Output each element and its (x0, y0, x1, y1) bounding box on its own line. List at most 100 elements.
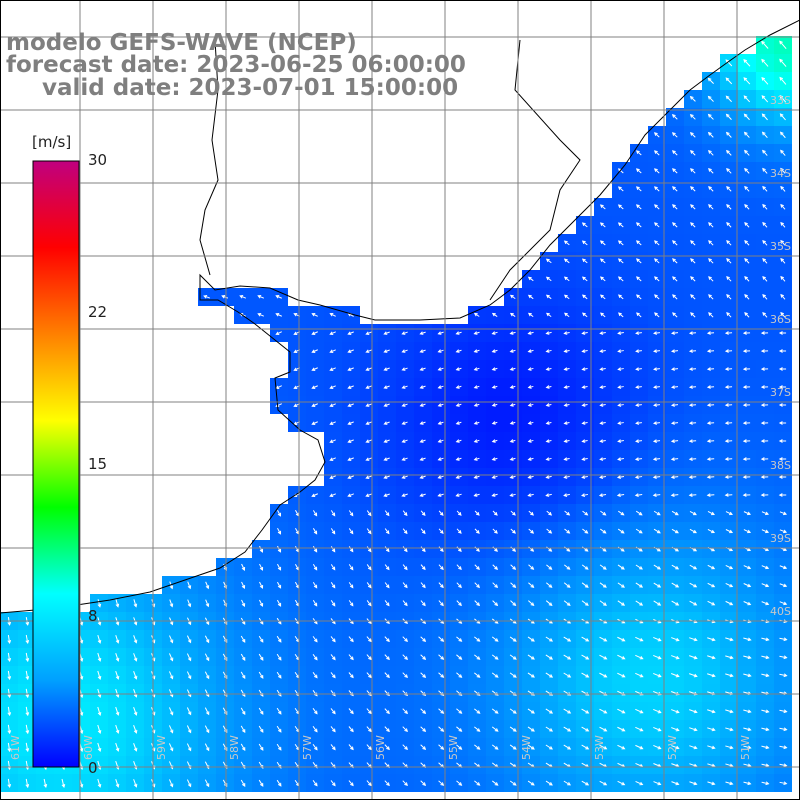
wind-vector-head (585, 746, 590, 750)
wind-vector (276, 689, 282, 697)
wind-vector-head (494, 692, 499, 696)
wind-vector-head (277, 512, 282, 517)
wind-vector-head (548, 530, 553, 534)
wind-vector-head (744, 167, 748, 172)
wind-vector (762, 131, 768, 139)
colorbar (32, 160, 80, 768)
wind-vector-head (672, 168, 676, 172)
wind-vector-head (293, 349, 298, 353)
wind-vector-head (332, 620, 336, 625)
wind-vector-head (675, 709, 680, 714)
wind-vector (671, 564, 679, 570)
wind-vector-head (603, 746, 608, 750)
wind-vector (762, 168, 768, 174)
wind-vector (635, 726, 643, 732)
wind-vector-head (313, 566, 318, 571)
wind-vector-head (545, 457, 550, 461)
wind-vector (133, 689, 137, 697)
wind-vector (348, 582, 354, 588)
wind-vector-head (675, 673, 680, 678)
wind-vector (474, 582, 480, 588)
wind-vector-head (639, 781, 644, 786)
wind-vector-head (386, 728, 390, 733)
wind-vector (671, 745, 679, 749)
wind-vector-head (314, 656, 318, 661)
wind-vector-head (7, 639, 12, 644)
wind-vector-head (241, 585, 246, 589)
wind-vector-head (688, 421, 693, 425)
wind-vector-head (783, 673, 788, 678)
wind-vector-head (349, 602, 354, 607)
wind-vector (330, 726, 336, 732)
wind-vector-head (439, 530, 444, 534)
wind-vector (545, 672, 553, 678)
wind-vector-head (350, 728, 354, 733)
wind-vector-head (582, 312, 586, 317)
wind-vector-head (761, 76, 766, 81)
wind-vector (133, 653, 137, 661)
wind-vector-head (422, 710, 427, 714)
wind-vector-head (401, 493, 406, 497)
longitude-labels: 61W 60W 59W 58W 57W 56W 55W 54W 53W 52W 51W (9, 735, 752, 760)
wind-vector-head (404, 638, 408, 643)
wind-vector-head (545, 439, 550, 443)
wind-vector (277, 563, 281, 571)
wind-vector (312, 744, 318, 750)
wind-vector-head (584, 530, 589, 534)
wind-vector (402, 726, 408, 732)
wind-vector (420, 780, 426, 786)
wind-vector-head (531, 656, 535, 660)
wind-vector-head (725, 131, 730, 136)
wind-vector (186, 725, 192, 733)
wind-vector-head (689, 131, 694, 136)
wind-vector (672, 132, 678, 138)
wind-vector (690, 132, 696, 138)
wind-vector (707, 637, 715, 641)
wind-vector-head (616, 493, 621, 497)
wind-vector-head (419, 475, 424, 479)
wind-vector (259, 599, 263, 607)
wind-vector-head (205, 657, 210, 662)
wind-vector (707, 600, 715, 606)
wind-vector-head (97, 621, 102, 626)
wind-vector (761, 77, 769, 85)
wind-vector-head (401, 331, 406, 335)
wind-vector-head (657, 727, 662, 732)
wind-vector-head (259, 566, 264, 571)
wind-vector-head (241, 657, 246, 661)
wind-vector (456, 726, 462, 732)
wind-vector-head (706, 493, 711, 497)
wind-vector-head (7, 712, 12, 717)
wind-vector-head (223, 729, 228, 734)
wind-vector (617, 636, 625, 642)
wind-vector-head (761, 95, 766, 99)
wind-vector-head (257, 313, 262, 317)
wind-vector-head (620, 530, 625, 534)
wind-vector-head (708, 312, 712, 316)
wind-vector-head (509, 331, 514, 335)
wind-vector (115, 706, 119, 716)
wind-vector-head (367, 602, 372, 607)
wind-vector (725, 745, 733, 749)
wind-vector (617, 528, 625, 534)
wind-vector-head (708, 276, 712, 280)
wind-vector-head (527, 475, 532, 479)
wind-vector (546, 582, 552, 588)
wind-vector (312, 690, 318, 696)
wind-vector (491, 636, 499, 642)
wind-vector-head (349, 530, 354, 535)
wind-vector-head (404, 674, 409, 679)
wind-vector-head (747, 727, 752, 732)
wind-vector (168, 707, 174, 715)
wind-vector-head (742, 331, 747, 335)
wind-vector-head (548, 602, 553, 606)
wind-vector-head (761, 131, 766, 136)
wind-vector-head (401, 367, 406, 371)
wind-vector (25, 652, 29, 662)
lon-label: 61W (9, 735, 22, 760)
wind-vector (743, 763, 751, 767)
wind-vector-head (293, 313, 298, 317)
wind-vector-head (491, 439, 496, 443)
wind-vector-head (527, 403, 532, 407)
wind-vector-head (531, 692, 535, 696)
